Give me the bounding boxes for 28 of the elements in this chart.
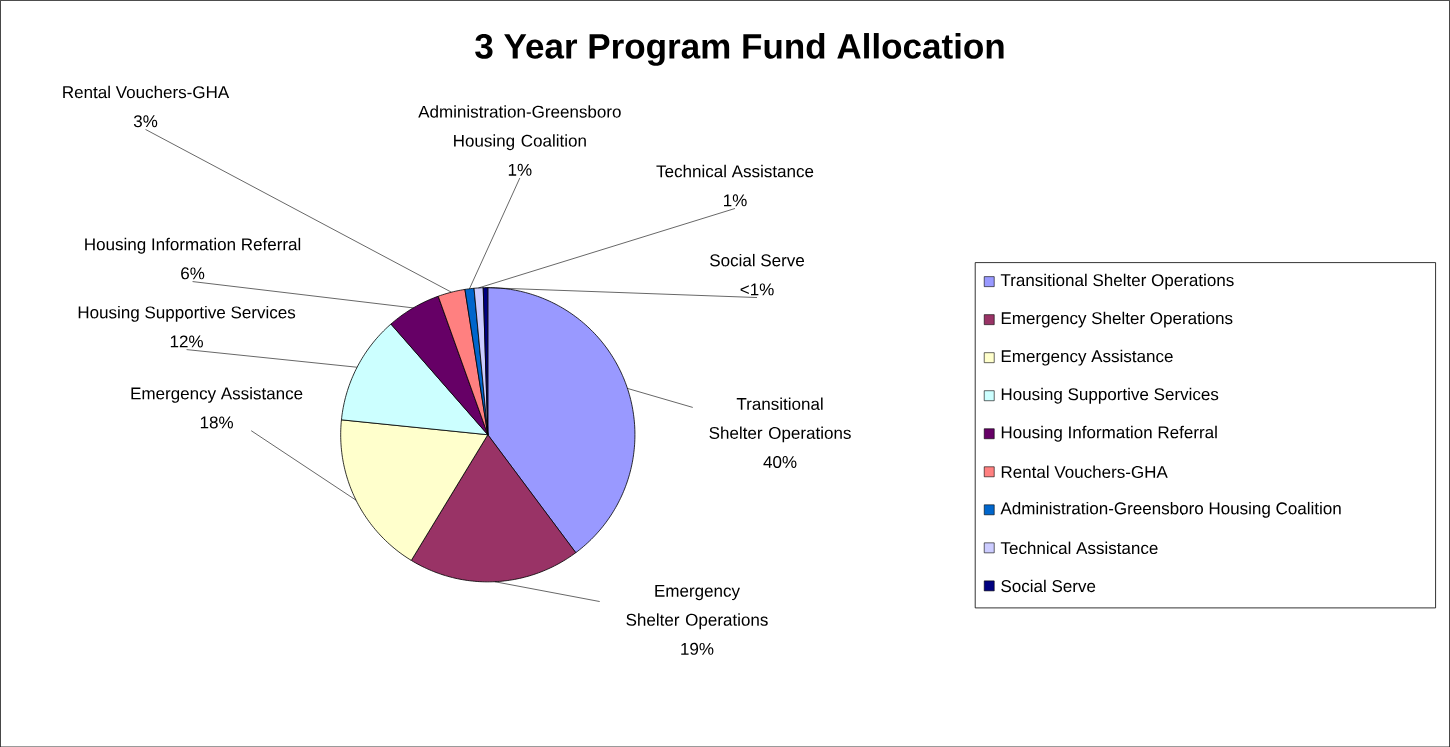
slice-label: Housing Supportive Services <box>78 305 296 322</box>
category-label: Social Serve <box>710 253 805 267</box>
legend-label: Social Serve <box>1001 579 1096 592</box>
legend-label: Technical Assistance <box>1000 541 1158 554</box>
legend-label: Rental Vouchers-GHA <box>1001 465 1168 478</box>
data-label: <1% <box>740 283 774 296</box>
slice-label: Transitional Shelter Operations <box>709 397 851 443</box>
legend-label: Administration-Greensboro Housing Coalition <box>1000 501 1341 518</box>
slice-label: Emergency Assistance <box>131 386 303 403</box>
legend-label: Transitional Shelter Operations <box>1000 273 1234 290</box>
legend-label: Emergency Shelter Operations <box>1001 311 1233 328</box>
data-label: 18% <box>200 416 233 429</box>
category-label: Rental Vouchers-GHA <box>63 85 230 99</box>
legend-label: Housing Supportive Services <box>1001 387 1219 404</box>
legend-label: Emergency Assistance <box>1001 349 1173 366</box>
category-label: Technical Assistance <box>656 164 814 178</box>
data-label: 1% <box>508 163 532 176</box>
slice-label: Emergency Shelter Operations <box>626 584 768 629</box>
slice-label: Administration-Greensboro Housing Coalition <box>418 105 621 150</box>
data-label: 19% <box>681 642 714 655</box>
data-label: 6% <box>181 267 205 280</box>
data-label: 40% <box>763 455 797 468</box>
legend-label: Housing Information Referral <box>1001 425 1217 442</box>
data-label: 12% <box>170 335 203 348</box>
slice-label: Housing Information Referral <box>85 237 301 254</box>
data-label: 1% <box>724 194 747 207</box>
chart-title: 3 Year Program Fund Allocation <box>475 32 1004 66</box>
data-label: 3% <box>133 114 158 128</box>
